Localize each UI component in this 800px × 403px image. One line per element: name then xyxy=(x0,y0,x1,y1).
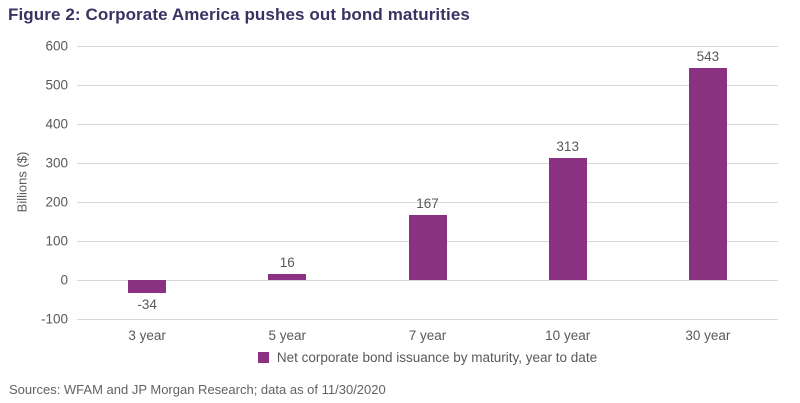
y-tick-400: 400 xyxy=(45,116,68,132)
gridline-400 xyxy=(77,124,778,125)
bar-3-year xyxy=(128,280,167,294)
bar-10-year xyxy=(548,157,587,280)
legend: Net corporate bond issuance by maturity,… xyxy=(77,350,778,365)
x-axis-category-labels: 3 year 5 year 7 year 10 year 30 year xyxy=(77,328,778,346)
gridline--100 xyxy=(77,319,778,320)
gridline-0 xyxy=(77,280,778,281)
value-label-3-year: -34 xyxy=(137,297,157,313)
gridline-500 xyxy=(77,85,778,86)
x-tick-30-year: 30 year xyxy=(685,328,731,343)
bar-5-year xyxy=(268,273,307,280)
value-label-5-year: 16 xyxy=(279,254,295,270)
gridline-600 xyxy=(77,46,778,47)
source-note: Sources: WFAM and JP Morgan Research; da… xyxy=(9,382,386,397)
bar-7-year xyxy=(408,214,447,280)
y-tick-300: 300 xyxy=(45,155,68,171)
chart-title: Figure 2: Corporate America pushes out b… xyxy=(8,5,470,24)
legend-label: Net corporate bond issuance by maturity,… xyxy=(276,350,598,365)
x-tick-10-year: 10 year xyxy=(545,328,591,343)
gridline-200 xyxy=(77,202,778,203)
value-label-30-year: 543 xyxy=(696,49,720,65)
y-tick-500: 500 xyxy=(45,77,68,93)
plot-area: -34 16 167 313 543 xyxy=(77,46,778,320)
value-label-10-year: 313 xyxy=(556,138,579,154)
y-tick-200: 200 xyxy=(45,194,68,210)
value-label-7-year: 167 xyxy=(416,195,439,211)
y-tick-600: 600 xyxy=(45,38,68,54)
y-tick--100: -100 xyxy=(40,311,68,327)
legend-swatch xyxy=(257,352,269,363)
gridline-300 xyxy=(77,163,778,164)
x-tick-3-year: 3 year xyxy=(128,328,166,343)
x-tick-7-year: 7 year xyxy=(408,328,447,343)
bar-30-year xyxy=(688,68,727,280)
x-tick-5-year: 5 year xyxy=(268,328,307,343)
y-tick-100: 100 xyxy=(45,233,68,249)
y-tick-0: 0 xyxy=(60,272,68,288)
y-axis-tick-labels: 600 500 400 300 200 100 0 -100 xyxy=(0,39,68,327)
